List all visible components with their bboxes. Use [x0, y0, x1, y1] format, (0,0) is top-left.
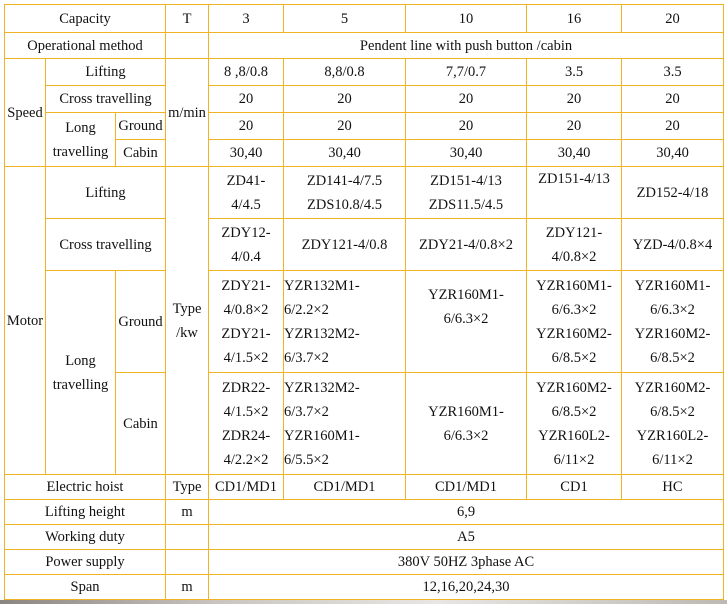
lifting-height-value: 6,9	[208, 499, 724, 525]
speed-cross-value: 20	[283, 85, 406, 113]
motor-cross-label: Cross travelling	[45, 218, 166, 271]
electric-hoist-value: HC	[621, 474, 724, 500]
speed-lifting-value: 8,8/0.8	[283, 58, 406, 86]
motor-label: Motor	[4, 166, 46, 475]
motor-long-label: Long travelling	[45, 270, 116, 475]
electric-hoist-row: Electric hoist Type CD1/MD1 CD1/MD1 CD1/…	[4, 474, 724, 500]
capacity-row: Capacity T 3 5 10 16 20	[4, 4, 724, 33]
motor-ground-value: ZDY21- 4/0.8×2 ZDY21- 4/1.5×2	[208, 270, 284, 373]
motor-cabin-label: Cabin	[115, 372, 166, 475]
capacity-unit: T	[165, 4, 209, 33]
capacity-label: Capacity	[4, 4, 166, 33]
motor-lifting-value: ZD41- 4/4.5	[208, 166, 284, 219]
working-duty-value: A5	[208, 524, 724, 550]
speed-cross-label: Cross travelling	[45, 85, 166, 113]
speed-cabin-value: 30,40	[283, 139, 406, 167]
speed-lifting-value: 3.5	[526, 58, 622, 86]
speed-cross-row: Cross travelling 20 20 20 20 20	[5, 85, 724, 113]
speed-unit: m/min	[165, 58, 209, 167]
speed-lifting-value: 3.5	[621, 58, 724, 86]
speed-ground-row: Long travelling Ground 20 20 20 20 20	[5, 112, 724, 167]
span-unit: m	[165, 574, 209, 600]
speed-long-label: Long travelling	[45, 112, 116, 167]
motor-lifting-value: ZD151-4/13 ZDS11.5/4.5	[405, 166, 527, 219]
speed-ground-value: 20	[526, 112, 622, 140]
lifting-height-label: Lifting height	[4, 499, 166, 525]
speed-cabin-row: Cabin 30,40 30,40 30,40 30,40 30,40	[5, 139, 724, 167]
motor-lifting-value: ZD152-4/18	[621, 166, 724, 219]
capacity-value: 16	[526, 4, 622, 33]
motor-unit: Type/kw	[165, 166, 209, 475]
motor-lifting-label: Lifting	[45, 166, 166, 219]
electric-hoist-value: CD1/MD1	[405, 474, 527, 500]
power-supply-row: Power supply 380V 50HZ 3phase AC	[4, 549, 724, 575]
motor-ground-value: YZR160M1- 6/6.3×2 YZR160M2- 6/8.5×2	[526, 270, 622, 373]
speed-cabin-value: 30,40	[621, 139, 724, 167]
speed-cabin-label: Cabin	[115, 139, 166, 167]
speed-ground-value: 20	[283, 112, 406, 140]
speed-cabin-value: 30,40	[526, 139, 622, 167]
speed-ground-value: 20	[208, 112, 284, 140]
span-row: Span m 12,16,20,24,30	[4, 574, 724, 600]
motor-lifting-value: ZD151-4/13	[526, 166, 622, 219]
motor-ground-value: YZR160M1- 6/6.3×2	[405, 270, 527, 373]
motor-cabin-value: YZR160M2- 6/8.5×2 YZR160L2- 6/11×2	[621, 372, 724, 475]
span-value: 12,16,20,24,30	[208, 574, 724, 600]
motor-cross-value: YZD-4/0.8×4	[621, 218, 724, 271]
motor-cross-value: ZDY121- 4/0.8×2	[526, 218, 622, 271]
empty-cell	[165, 524, 209, 550]
speed-ground-value: 20	[405, 112, 527, 140]
background-image-strip	[0, 600, 727, 604]
empty-cell	[165, 549, 209, 575]
speed-ground-value: 20	[621, 112, 724, 140]
specification-table: Capacity T 3 5 10 16 20 Operational meth…	[4, 4, 724, 600]
motor-cross-value: ZDY21-4/0.8×2	[405, 218, 527, 271]
capacity-value: 10	[405, 4, 527, 33]
lifting-height-unit: m	[165, 499, 209, 525]
electric-hoist-value: CD1	[526, 474, 622, 500]
motor-ground-value: YZR132M1- 6/2.2×2 YZR132M2- 6/3.7×2	[283, 270, 406, 373]
speed-cross-value: 20	[208, 85, 284, 113]
electric-hoist-value: CD1/MD1	[283, 474, 406, 500]
speed-cross-value: 20	[405, 85, 527, 113]
speed-cabin-value: 30,40	[208, 139, 284, 167]
working-duty-label: Working duty	[4, 524, 166, 550]
speed-label: Speed	[4, 58, 46, 167]
speed-lifting-label: Lifting	[45, 58, 166, 86]
working-duty-row: Working duty A5	[4, 524, 724, 550]
speed-cross-value: 20	[621, 85, 724, 113]
speed-cross-value: 20	[526, 85, 622, 113]
motor-cabin-value: ZDR22- 4/1.5×2 ZDR24- 4/2.2×2	[208, 372, 284, 475]
speed-lifting-value: 8 ,8/0.8	[208, 58, 284, 86]
motor-lifting-row: Motor Lifting Type/kw ZD41- 4/4.5 ZD141-4…	[4, 166, 724, 475]
power-supply-value: 380V 50HZ 3phase AC	[208, 549, 724, 575]
speed-ground-label: Ground	[115, 112, 166, 140]
motor-cross-value: ZDY12- 4/0.4	[208, 218, 284, 271]
motor-ground-label: Ground	[115, 270, 166, 373]
speed-lifting-value: 7,7/0.7	[405, 58, 527, 86]
capacity-value: 3	[208, 4, 284, 33]
motor-cabin-value: YZR160M1- 6/6.3×2	[405, 372, 527, 475]
empty-cell	[165, 32, 209, 59]
motor-cabin-value: YZR132M2- 6/3.7×2 YZR160M1- 6/5.5×2	[283, 372, 406, 475]
operational-method-value: Pendent line with push button /cabin	[208, 32, 724, 59]
speed-lifting-row: Speed Lifting m/min 8 ,8/0.8 8,8/0.8 7,7…	[4, 58, 724, 167]
motor-cross-value: ZDY121-4/0.8	[283, 218, 406, 271]
power-supply-label: Power supply	[4, 549, 166, 575]
motor-cabin-value: YZR160M2- 6/8.5×2 YZR160L2- 6/11×2	[526, 372, 622, 475]
operational-method-row: Operational method Pendent line with pus…	[4, 32, 724, 59]
electric-hoist-unit: Type	[165, 474, 209, 500]
motor-ground-row: Long travelling Ground ZDY21- 4/0.8×2 ZDY21…	[5, 270, 724, 475]
span-label: Span	[4, 574, 166, 600]
operational-method-label: Operational method	[4, 32, 166, 59]
motor-lifting-value: ZD141-4/7.5 ZDS10.8/4.5	[283, 166, 406, 219]
electric-hoist-label: Electric hoist	[4, 474, 166, 500]
capacity-value: 5	[283, 4, 406, 33]
motor-cross-row: Cross travelling ZDY12- 4/0.4 ZDY121-4/0.…	[5, 218, 724, 271]
motor-ground-value: YZR160M1- 6/6.3×2 YZR160M2- 6/8.5×2	[621, 270, 724, 373]
capacity-value: 20	[621, 4, 724, 33]
speed-cabin-value: 30,40	[405, 139, 527, 167]
lifting-height-row: Lifting height m 6,9	[4, 499, 724, 525]
electric-hoist-value: CD1/MD1	[208, 474, 284, 500]
